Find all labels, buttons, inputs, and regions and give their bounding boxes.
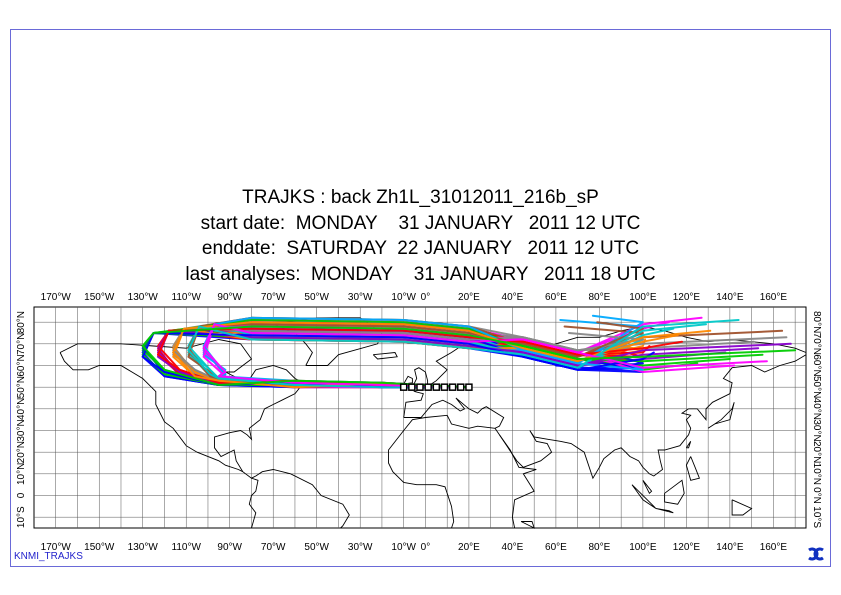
lat-tick-label-right: 50°N — [811, 376, 822, 398]
release-marker — [424, 383, 432, 391]
lon-tick-label: 100°E — [629, 542, 657, 553]
lon-tick-label: 60°E — [545, 542, 567, 553]
coastline — [499, 354, 807, 480]
lat-tick-label-right: 20°N — [811, 441, 822, 463]
release-marker — [448, 383, 457, 391]
lat-tick-label-right: 30°N — [811, 419, 822, 441]
lon-tick-label: 80°E — [589, 542, 611, 553]
lon-tick-label: 40°E — [502, 542, 524, 553]
lon-tick-label: 30°W — [348, 542, 373, 553]
release-marker — [465, 383, 473, 391]
lon-tick-label: 160°E — [760, 292, 788, 303]
lat-tick-label-right: 0°N — [811, 487, 822, 504]
title-line-4: last analyses: MONDAY 31 JANUARY 2011 18… — [185, 264, 656, 285]
lat-tick-label-left: 0 — [16, 492, 27, 498]
lat-tick-label-left: 70°N — [16, 333, 27, 355]
lon-tick-label: 150°W — [84, 292, 115, 303]
coastline — [248, 477, 259, 529]
coastline — [686, 441, 692, 449]
lon-tick-label: 30°W — [348, 292, 373, 303]
coastline — [388, 397, 505, 529]
lon-tick-label: 90°W — [217, 542, 242, 553]
lon-tick-label: 170°W — [41, 542, 72, 553]
lon-tick-label: 80°E — [589, 292, 611, 303]
coastline — [494, 428, 537, 529]
lat-tick-label-right: 70°N — [811, 333, 822, 355]
title-line-1: TRAJKS : back Zh1L_31012011_216b_sP — [242, 187, 599, 208]
lon-tick-label: 50°W — [304, 292, 329, 303]
lat-tick-label-left: 40°N — [16, 398, 27, 420]
lon-tick-label: 100°E — [629, 292, 657, 303]
coastline — [59, 339, 350, 529]
coastline — [520, 521, 535, 529]
coastline — [372, 352, 398, 360]
lon-tick-label: 10°W — [391, 542, 416, 553]
coastline — [403, 375, 413, 385]
trajectory-line — [141, 325, 797, 389]
release-marker — [399, 383, 408, 391]
lon-tick-label: 160°E — [760, 542, 788, 553]
release-marker — [457, 383, 465, 391]
lon-tick-label: 0° — [421, 542, 431, 553]
title-line-3: enddate: SATURDAY 22 JANUARY 2011 12 UTC — [201, 238, 640, 259]
coastline — [655, 508, 674, 514]
lat-tick-label-right: 10°N — [811, 463, 822, 485]
lon-tick-label: 50°W — [304, 542, 329, 553]
coastlines — [59, 317, 807, 529]
lon-tick-label: 140°E — [716, 542, 744, 553]
axis-ticks: 170°W 170°W 150°W 150°W 130°W 130°W 110°W 110°W… — [16, 292, 822, 553]
lon-tick-label: 120°E — [673, 292, 701, 303]
lat-tick-label-right: 60°N — [811, 354, 822, 376]
coastline — [59, 352, 244, 473]
release-marker — [408, 383, 416, 391]
coastline — [631, 484, 657, 509]
lon-tick-label: 20°E — [458, 292, 480, 303]
lat-tick-label-left: 10°S — [16, 506, 27, 528]
trajectories — [141, 314, 797, 389]
knmi-logo-icon — [808, 547, 824, 561]
release-marker — [440, 383, 449, 391]
trajectory-line — [187, 319, 740, 389]
lat-tick-label-left: 10°N — [16, 463, 27, 485]
coastline — [664, 479, 685, 505]
lon-tick-label: 60°E — [545, 292, 567, 303]
lat-tick-label-right: 80°N — [811, 311, 822, 333]
release-markers — [399, 383, 473, 391]
lon-tick-label: 110°W — [172, 292, 202, 303]
lon-tick-label: 0° — [421, 292, 431, 303]
release-marker — [432, 383, 441, 391]
coastline — [685, 456, 701, 481]
lon-tick-label: 140°E — [716, 292, 744, 303]
title-line-2: start date: MONDAY 31 JANUARY 2011 12 UT… — [200, 213, 641, 234]
plot-frame — [10, 29, 831, 567]
lon-tick-label: 70°W — [261, 292, 286, 303]
lat-tick-label-left: 50°N — [16, 376, 27, 398]
lon-tick-label: 110°W — [172, 542, 202, 553]
lat-tick-label-right: 10°S — [811, 506, 822, 528]
lon-tick-label: 170°W — [41, 292, 72, 303]
coastline — [642, 480, 653, 495]
lon-tick-label: 10°W — [391, 292, 416, 303]
lat-tick-label-left: 30°N — [16, 419, 27, 441]
lon-tick-label: 120°E — [673, 542, 701, 553]
lon-tick-label: 70°W — [261, 542, 286, 553]
lon-tick-label: 130°W — [128, 292, 159, 303]
lat-tick-label-right: 40°N — [811, 398, 822, 420]
lon-tick-label: 90°W — [217, 292, 242, 303]
coastline — [271, 317, 383, 366]
source-label: KNMI_TRAJKS — [14, 551, 83, 562]
release-marker — [416, 383, 424, 391]
coastline — [731, 499, 753, 516]
lon-tick-label: 150°W — [84, 542, 115, 553]
lon-tick-label: 20°E — [458, 542, 480, 553]
map-border — [33, 306, 807, 529]
coastline — [707, 402, 735, 429]
lat-tick-label-left: 80°N — [16, 311, 27, 333]
lat-tick-label-left: 60°N — [16, 354, 27, 376]
lat-tick-label-left: 20°N — [16, 441, 27, 463]
lon-tick-label: 130°W — [128, 542, 159, 553]
lon-tick-label: 40°E — [502, 292, 524, 303]
